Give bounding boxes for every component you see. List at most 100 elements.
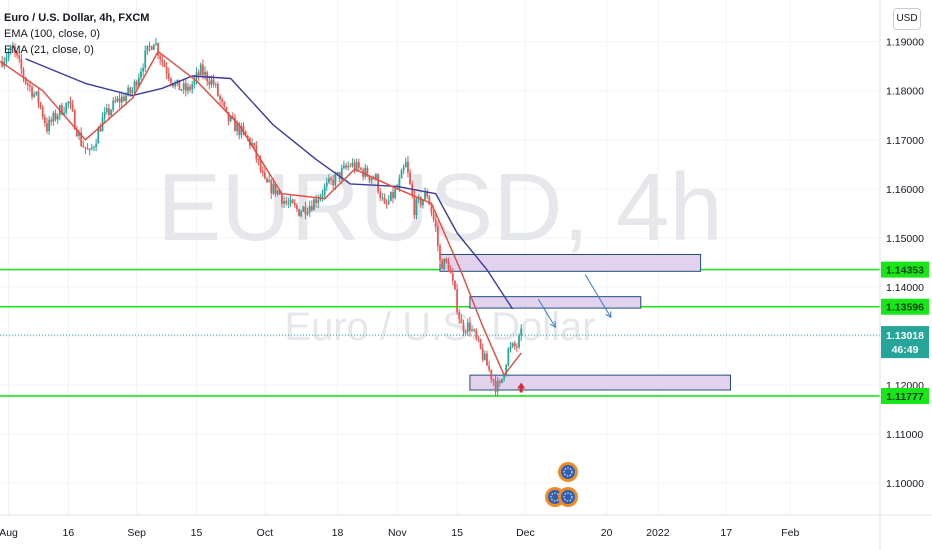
candle-body <box>22 69 25 78</box>
price-badge <box>881 387 929 404</box>
countdown-label: 46:49 <box>892 344 919 356</box>
candle-body <box>67 101 70 104</box>
candle-body <box>234 117 236 132</box>
candle-body <box>99 128 102 132</box>
candle-body <box>88 149 91 151</box>
candle-body <box>293 203 296 206</box>
y-tick-label: 1.16000 <box>886 184 924 196</box>
candle-body <box>330 178 332 180</box>
candle-body <box>189 86 191 90</box>
y-tick-label: 1.18000 <box>886 86 924 98</box>
candle-body <box>313 199 315 211</box>
x-tick-label: 20 <box>601 527 613 539</box>
candle-body <box>122 96 125 101</box>
candle-body <box>436 226 439 246</box>
price-badge-label: 1.14353 <box>886 265 924 277</box>
candle-body <box>244 131 247 136</box>
candle-body <box>253 142 256 146</box>
candle-body <box>428 196 431 205</box>
candle-body <box>56 115 59 120</box>
candle-body <box>351 162 354 166</box>
x-tick-label: 16 <box>63 527 75 539</box>
candle-body <box>366 167 369 177</box>
candle-body <box>48 119 51 132</box>
x-tick-label: Sep <box>127 527 146 539</box>
price-badge <box>881 298 929 315</box>
candle-body <box>31 86 33 97</box>
candle-body <box>424 192 426 200</box>
candle-body <box>61 105 63 115</box>
current-price-badge <box>881 326 929 359</box>
y-tick-label: 1.10000 <box>886 478 924 490</box>
candle-body <box>385 203 388 205</box>
candle-body <box>481 348 484 360</box>
candle-body <box>402 167 405 171</box>
candle-body <box>131 90 134 94</box>
candle-body <box>466 322 469 332</box>
x-tick-label: 18 <box>332 527 344 539</box>
x-tick-label: Dec <box>516 527 535 539</box>
price-badge-label: 1.13596 <box>886 302 924 314</box>
candle-body <box>238 123 241 136</box>
candle-body <box>41 107 44 118</box>
coin-left-inner <box>548 490 562 504</box>
legend-symbol[interactable]: Euro / U.S. Dollar, 4h, FXCM <box>4 12 150 24</box>
candle-body <box>24 77 27 84</box>
candle-body <box>387 200 390 204</box>
candle-body <box>398 178 401 189</box>
candle-body <box>223 101 226 107</box>
candle-body <box>93 146 95 148</box>
candle-body <box>392 191 394 199</box>
candle-body <box>349 165 352 167</box>
candle-body <box>216 83 219 96</box>
candle-body <box>167 73 170 79</box>
candle-body <box>50 119 53 122</box>
x-tick-label: 15 <box>451 527 463 539</box>
candle-body <box>257 159 260 161</box>
candle-body <box>114 100 117 102</box>
candle-body <box>266 178 268 183</box>
candle-body <box>345 165 347 168</box>
candle-body <box>69 101 72 105</box>
candle-body <box>353 162 356 171</box>
candle-body <box>310 206 313 211</box>
candle-body <box>285 200 288 204</box>
candle-body <box>503 374 505 379</box>
candle-body <box>142 67 145 72</box>
ema-100-line <box>25 58 514 310</box>
candle-body <box>197 72 200 76</box>
candle-body <box>261 170 264 173</box>
candle-body <box>518 335 520 348</box>
candle-body <box>302 206 305 212</box>
price-badge <box>881 261 929 278</box>
zones <box>439 253 731 391</box>
candle-body <box>208 81 211 85</box>
candle-body <box>11 46 14 48</box>
candle-body <box>306 212 309 215</box>
candle-body <box>193 78 196 85</box>
candle-body <box>82 145 85 148</box>
legend-ema-21[interactable]: EMA (21, close, 0) <box>4 44 94 56</box>
candle-body <box>180 89 183 91</box>
candle-body <box>340 168 343 179</box>
currency-button[interactable]: USD <box>893 8 921 30</box>
candle-body <box>336 172 339 175</box>
candle-body <box>240 126 243 136</box>
candle-body <box>86 148 89 150</box>
candle-body <box>18 55 21 60</box>
legend-ema-100[interactable]: EMA (100, close, 0) <box>4 28 100 40</box>
candle-body <box>191 84 194 90</box>
candle-body <box>195 72 198 79</box>
projection-arrow <box>584 274 612 318</box>
candle-body <box>283 200 285 204</box>
candle-body <box>9 46 12 53</box>
candle-body <box>394 189 397 199</box>
zone-box <box>469 374 731 391</box>
candle-body <box>133 81 136 91</box>
candle-body <box>332 179 335 186</box>
up-arrow-icon <box>517 382 526 393</box>
candle-body <box>475 330 478 339</box>
candle-body <box>29 85 31 87</box>
coin-middle-ring <box>563 492 573 502</box>
